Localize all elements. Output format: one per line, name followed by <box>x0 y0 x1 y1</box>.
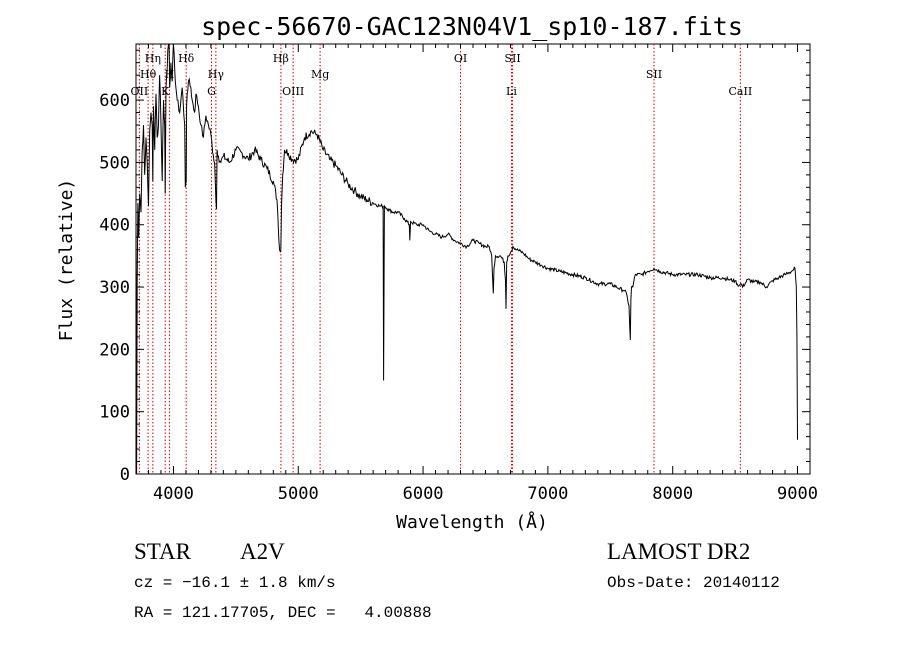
axis-ticks: 4000 5000 6000 7000 8000 9000 0 100 200 300 400 500… <box>99 44 818 504</box>
x-axis-label: Wavelength (Å) <box>396 511 548 533</box>
line-marker-label: Mg <box>311 68 329 81</box>
plot-frame <box>135 43 811 475</box>
chart-title: spec-56670-GAC123N04V1_sp10-187.fits <box>201 12 743 41</box>
line-marker-label: CaII <box>729 85 753 98</box>
x-tick-label: 4000 <box>153 484 194 504</box>
object-subclass: A2V <box>240 539 285 564</box>
y-tick-label: 300 <box>99 278 130 298</box>
line-marker-label: SII <box>646 68 662 81</box>
line-marker-label: G <box>207 85 216 98</box>
y-tick-label: 200 <box>99 340 130 360</box>
line-marker-label: Hγ <box>208 68 225 81</box>
line-marker-label: Hθ <box>140 68 157 81</box>
line-marker-label: Hβ <box>273 52 289 65</box>
survey-name: LAMOST DR2 <box>607 539 751 564</box>
line-marker-label: Hδ <box>178 52 195 65</box>
y-axis-label: Flux (relative) <box>56 179 77 342</box>
x-tick-label: 9000 <box>777 484 818 504</box>
x-tick-label: 5000 <box>278 484 319 504</box>
line-marker-label: OI <box>454 52 467 65</box>
x-tick-label: 8000 <box>652 484 693 504</box>
coordinates-text: RA = 121.17705, DEC = 4.00888 <box>134 604 432 622</box>
line-marker-label: OIII <box>282 85 304 98</box>
line-marker-label: Li <box>506 85 517 98</box>
y-tick-label: 400 <box>99 216 130 236</box>
y-tick-label: 100 <box>99 403 130 423</box>
line-marker-label: SII <box>504 52 520 65</box>
object-class: STAR <box>134 539 191 564</box>
x-tick-label: 6000 <box>403 484 444 504</box>
spectrum-line <box>135 43 798 475</box>
y-tick-label: 500 <box>99 153 130 173</box>
y-tick-label: 600 <box>99 91 130 111</box>
obs-date: Obs-Date: 20140112 <box>607 574 780 592</box>
line-marker-label: Hη <box>145 52 161 65</box>
redshift-text: cz = −16.1 ± 1.8 km/s <box>134 574 336 592</box>
y-tick-label: 0 <box>120 465 130 485</box>
line-marker-label: OII <box>131 85 149 98</box>
x-tick-label: 7000 <box>527 484 568 504</box>
